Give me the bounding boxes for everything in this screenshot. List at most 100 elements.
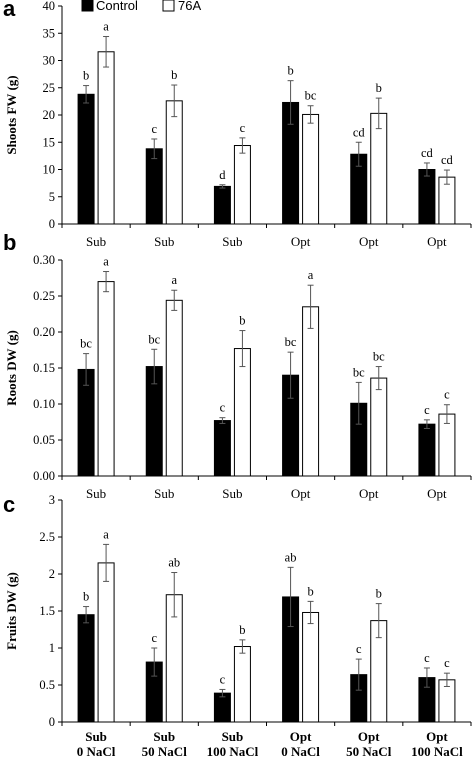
y-tick-label: 2	[49, 567, 55, 581]
bar-76a	[165, 100, 183, 225]
x-category-label: 50 NaCl	[142, 744, 188, 759]
bar-control	[213, 185, 231, 225]
bar-control	[77, 93, 95, 225]
bar-76a	[302, 113, 320, 225]
y-tick-label: 0.10	[33, 397, 55, 411]
bar-76a	[370, 377, 388, 477]
bar-control	[418, 169, 436, 225]
x-category-label: Opt	[291, 234, 311, 249]
legend-swatch-control	[81, 0, 94, 12]
significance-label: b	[287, 64, 293, 78]
x-category-label: 100 NaCl	[207, 744, 259, 759]
panel-letter: c	[3, 492, 15, 517]
y-tick-label: 0	[49, 217, 55, 231]
y-tick-label: 3	[49, 493, 55, 507]
x-category-label: Sub	[85, 729, 107, 744]
bar-control	[77, 614, 95, 723]
x-category-label: 50 NaCl	[346, 744, 392, 759]
y-tick-label: 0.15	[33, 361, 55, 375]
significance-label: a	[103, 20, 109, 34]
panel-b: b 0.00 0.05 0.10 0.15 0.20 0.25 0.30 Roots DW (g…	[3, 230, 472, 501]
x-category-label: Opt	[359, 486, 379, 501]
x-category-label: Sub	[222, 234, 242, 249]
y-tick-label: 0.05	[33, 433, 55, 447]
significance-label: c	[220, 672, 226, 686]
y-tick-label: 2.5	[39, 530, 55, 544]
x-category-label: Opt	[427, 234, 447, 249]
significance-label: b	[376, 587, 382, 601]
significance-label: ab	[168, 556, 180, 570]
y-axis-label: Fruits DW (g)	[4, 572, 19, 650]
legend-label-76a: 76A	[178, 0, 201, 13]
x-category-label: 0 NaCl	[77, 744, 116, 759]
bar-control	[418, 423, 436, 477]
x-category-label: Opt	[290, 729, 312, 744]
bar-76a	[233, 348, 251, 477]
x-category-label: Opt	[358, 729, 380, 744]
significance-label: a	[171, 273, 177, 287]
y-tick-label: 0.5	[39, 678, 55, 692]
bar-76a	[233, 145, 251, 225]
x-category-label: Opt	[359, 234, 379, 249]
y-tick-label: 15	[43, 135, 56, 149]
bar-76a	[233, 646, 251, 723]
x-category-label: Sub	[153, 729, 175, 744]
significance-label: a	[103, 255, 109, 269]
y-axis-label: Shoots FW (g)	[4, 75, 19, 154]
y-tick-label: 0.25	[33, 289, 55, 303]
significance-label: c	[356, 642, 362, 656]
bar-control	[213, 692, 231, 723]
significance-label: b	[83, 590, 89, 604]
y-tick-label: 10	[43, 163, 56, 177]
significance-label: c	[151, 631, 157, 645]
y-tick-label: 0.00	[33, 469, 55, 483]
y-tick-label: 1.5	[39, 604, 55, 618]
bar-76a	[97, 51, 115, 225]
significance-label: c	[151, 122, 157, 136]
significance-label: c	[220, 401, 226, 415]
significance-label: b	[83, 69, 89, 83]
significance-label: bc	[373, 350, 385, 364]
panel-letter: a	[3, 0, 16, 21]
y-tick-label: 0.30	[33, 253, 55, 267]
y-tick-label: 30	[43, 54, 56, 68]
significance-label: bc	[148, 332, 160, 346]
y-tick-label: 0.20	[33, 325, 55, 339]
y-tick-label: 1	[49, 641, 55, 655]
x-category-label: Sub	[222, 486, 242, 501]
significance-label: bc	[285, 335, 297, 349]
legend-swatch-76a	[162, 0, 175, 12]
panel-letter: b	[3, 230, 16, 255]
significance-label: b	[171, 68, 177, 82]
x-category-label: Sub	[222, 729, 244, 744]
significance-label: c	[424, 403, 430, 417]
y-tick-label: 35	[43, 26, 56, 40]
significance-label: bc	[305, 89, 317, 103]
significance-label: c	[424, 651, 430, 665]
significance-label: b	[376, 81, 382, 95]
y-tick-label: 40	[43, 0, 56, 13]
x-category-label: Sub	[86, 486, 106, 501]
significance-label: c	[444, 656, 450, 670]
significance-label: ab	[285, 550, 297, 564]
y-axis-label: Roots DW (g)	[4, 330, 19, 406]
bar-76a	[302, 611, 320, 723]
significance-label: d	[219, 168, 226, 182]
significance-label: c	[444, 388, 450, 402]
significance-label: cd	[353, 125, 366, 139]
y-tick-label: 5	[49, 190, 55, 204]
x-category-label: Sub	[154, 234, 174, 249]
bar-control	[145, 148, 163, 225]
legend-label-control: Control	[96, 0, 138, 13]
x-category-label: Sub	[86, 234, 106, 249]
significance-label: a	[103, 527, 109, 541]
bar-76a	[370, 112, 388, 225]
significance-label: cd	[421, 146, 434, 160]
y-tick-label: 20	[43, 108, 56, 122]
x-category-label: 100 NaCl	[411, 744, 463, 759]
x-category-label: Opt	[427, 486, 447, 501]
x-category-label: Sub	[154, 486, 174, 501]
